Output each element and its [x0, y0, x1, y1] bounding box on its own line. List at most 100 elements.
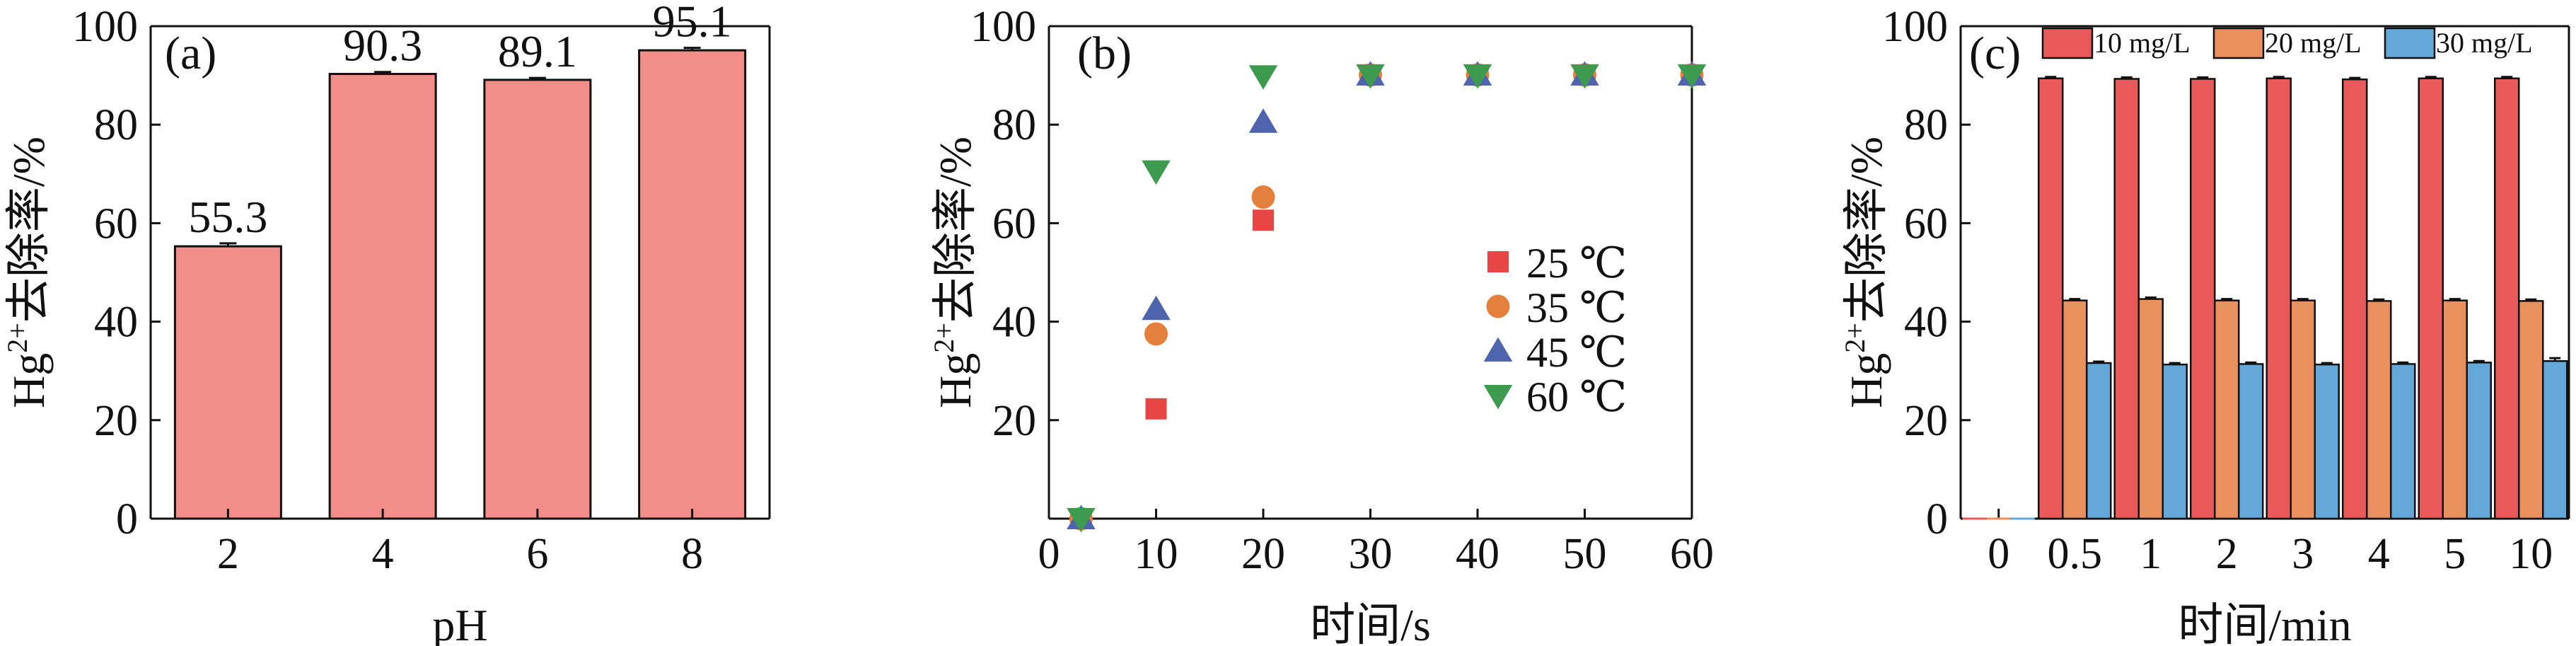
a-bar — [483, 79, 592, 520]
b-point-square — [1145, 398, 1167, 420]
c-y-tick-label: 80 — [1904, 101, 1948, 149]
c-legend-swatch — [2212, 27, 2265, 59]
b-legend-marker — [1483, 337, 1513, 362]
panel-b-chart: 20 40 60 80 100 0 10 20 30 40 50 60 25 ℃35 ℃45 ℃60 ℃… — [928, 3, 1714, 646]
a-data-label: 89.1 — [498, 26, 577, 76]
a-y-tick-label: 80 — [94, 101, 138, 149]
a-x-axis-title: pH — [432, 600, 487, 646]
b-point-triangle-down — [1248, 65, 1278, 90]
c-bar — [2442, 299, 2468, 520]
c-bar — [2038, 77, 2064, 520]
b-point-triangle-down — [1463, 64, 1492, 89]
a-y-title-rest: 去除率/% — [4, 137, 54, 323]
a-bar — [173, 245, 282, 520]
a-y-axis-title: Hg2+去除率/% — [1, 137, 54, 408]
c-bar — [2086, 362, 2112, 520]
b-y-tick-label: 80 — [992, 101, 1036, 149]
b-point-triangle-down — [1570, 64, 1599, 89]
b-y-tick-label: 40 — [992, 299, 1036, 347]
panel-c-chart: 0 20 40 60 80 100 0 0.5 1 2 3 4 5 10 10 mg/L 20 mg/L 30 … — [1839, 3, 2570, 646]
c-y-tick-label: 20 — [1904, 397, 1948, 445]
a-y-tick-label: 40 — [94, 299, 138, 347]
c-x-tick-label: 5 — [2444, 530, 2466, 578]
c-y-title-rest: 去除率/% — [1841, 137, 1891, 323]
c-bar — [2342, 78, 2368, 520]
b-x-axis-title: 时间/s — [1310, 600, 1431, 646]
b-x-tick-label: 40 — [1456, 530, 1499, 578]
b-legend-marker — [1486, 294, 1510, 318]
b-x-tick-label: 50 — [1563, 530, 1607, 578]
b-point-triangle-up — [1142, 295, 1171, 321]
a-bar — [328, 73, 437, 520]
a-data-label: 95.1 — [653, 0, 732, 47]
c-x-tick-label: 0 — [1988, 530, 2009, 578]
c-bar — [2062, 299, 2088, 520]
a-x-tick-label: 2 — [217, 530, 239, 578]
c-y-tick-label: 100 — [1882, 3, 1948, 51]
a-y-tick-label: 100 — [72, 3, 138, 51]
a-y-title-superscript: 2+ — [1, 323, 33, 353]
b-point-triangle-down — [1067, 508, 1096, 533]
c-y-tick-label: 60 — [1904, 200, 1948, 248]
a-x-tick-label: 4 — [372, 530, 394, 578]
b-y-title-superscript: 2+ — [928, 323, 960, 353]
b-point-square — [1253, 209, 1274, 231]
c-x-axis-title: 时间/min — [2178, 600, 2351, 646]
c-legend-swatch — [2041, 27, 2094, 59]
c-bar — [2214, 299, 2240, 520]
c-x-tick-label: 2 — [2216, 530, 2238, 578]
c-y-tick-label: 40 — [1904, 299, 1948, 347]
c-legend-label: 30 mg/L — [2436, 27, 2533, 59]
a-y-title-base: Hg — [4, 353, 54, 408]
b-x-tick-label: 60 — [1670, 530, 1714, 578]
b-point-triangle-down — [1142, 160, 1171, 185]
c-bar — [2238, 363, 2264, 520]
b-legend-label: 45 ℃ — [1526, 329, 1627, 376]
c-legend-swatch — [2384, 27, 2436, 59]
b-legend-marker — [1483, 385, 1513, 410]
c-y-title-base: Hg — [1841, 353, 1891, 408]
a-y-tick-label: 20 — [94, 397, 138, 445]
b-legend-label: 25 ℃ — [1526, 240, 1627, 287]
a-data-label: 55.3 — [188, 192, 267, 242]
c-legend-label: 20 mg/L — [2265, 27, 2362, 59]
b-y-title-rest: 去除率/% — [930, 137, 980, 323]
b-point-triangle-down — [1677, 64, 1707, 89]
b-point-circle — [1144, 322, 1168, 346]
c-bar — [2290, 299, 2316, 520]
a-panel-label: (a) — [165, 28, 216, 79]
c-bar — [2494, 77, 2520, 520]
a-data-label: 90.3 — [343, 21, 422, 71]
b-y-tick-label: 100 — [970, 3, 1036, 51]
b-y-tick-label: 20 — [992, 397, 1036, 445]
c-bar — [2314, 363, 2340, 520]
b-x-tick-label: 0 — [1038, 530, 1060, 578]
a-y-tick-label: 0 — [116, 495, 138, 543]
b-panel-label: (b) — [1077, 28, 1132, 79]
a-bar — [638, 49, 747, 520]
c-y-tick-label: 0 — [1926, 495, 1948, 543]
c-bar — [2113, 78, 2140, 520]
c-bar — [2162, 363, 2188, 520]
c-x-tick-label: 0.5 — [2048, 530, 2103, 578]
c-panel-label: (c) — [1969, 28, 2021, 79]
c-x-tick-label: 4 — [2368, 530, 2390, 578]
b-legend-label: 60 ℃ — [1526, 374, 1627, 420]
c-x-tick-label: 10 — [2509, 530, 2553, 578]
a-x-tick-label: 6 — [526, 530, 548, 578]
a-x-tick-label: 8 — [681, 530, 703, 578]
b-legend-label: 35 ℃ — [1526, 284, 1627, 331]
b-y-axis-title: Hg2+去除率/% — [928, 137, 980, 408]
a-y-tick-label: 60 — [94, 200, 138, 248]
c-bar — [2518, 300, 2544, 520]
c-bar — [2542, 360, 2568, 520]
c-bar — [2137, 298, 2164, 520]
c-bar — [2466, 362, 2492, 520]
b-x-tick-label: 10 — [1135, 530, 1178, 578]
c-bar — [2390, 363, 2416, 520]
b-point-triangle-up — [1248, 108, 1278, 133]
b-x-tick-label: 20 — [1241, 530, 1285, 578]
c-x-tick-label: 3 — [2292, 530, 2314, 578]
c-bar — [2418, 77, 2444, 520]
